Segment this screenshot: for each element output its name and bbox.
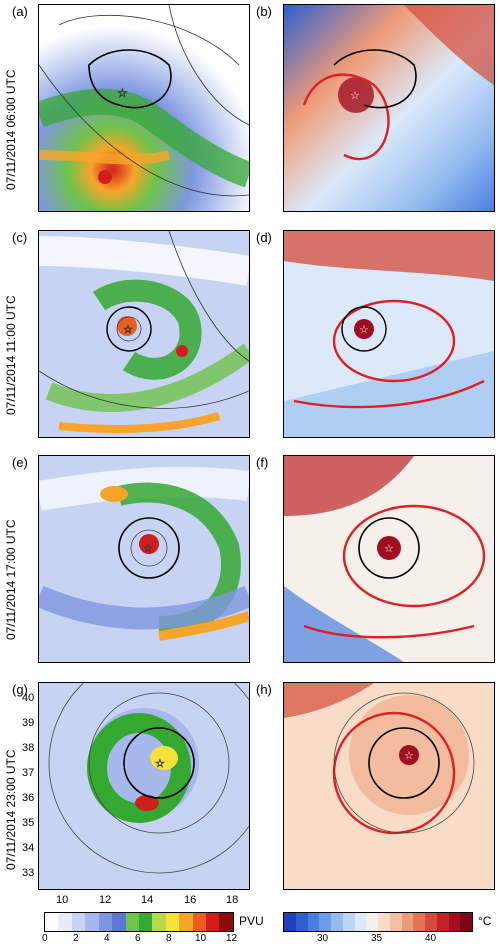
storm-center-icon: ☆ <box>117 86 128 100</box>
colorbar-pv-swatch <box>125 913 139 931</box>
colorbar-temperature-swatch <box>389 913 402 931</box>
lat-tick-35: 35 <box>22 817 35 829</box>
colorbar-pv <box>44 912 234 932</box>
panel-label-d: (d) <box>256 230 272 245</box>
panel-a-pv-map: ☆ <box>38 4 250 212</box>
panel-label-f: (f) <box>256 455 269 470</box>
panel-c-pv-map: ☆ <box>38 230 250 438</box>
panel-b-temp-map: ☆ <box>283 4 495 212</box>
colorbar-pv-swatch <box>112 913 126 931</box>
colorbar-pv-swatch <box>45 913 59 931</box>
lat-tick-39: 39 <box>22 717 35 729</box>
cb-temp-tick-40: 40 <box>425 933 437 944</box>
cb-pv-tick-8: 8 <box>166 933 172 944</box>
panel-d-temp-map: ☆ <box>283 230 495 438</box>
lon-tick-16: 16 <box>184 894 197 906</box>
row-time-label-3: 07/11/2014 17:00 UTC <box>4 519 18 640</box>
colorbar-temperature-swatch <box>425 913 437 931</box>
cb-pv-tick-0: 0 <box>42 933 48 944</box>
colorbar-pv-swatch <box>58 913 72 931</box>
colorbar-pv-swatch <box>179 913 193 931</box>
storm-center-icon: ☆ <box>404 750 414 762</box>
colorbar-pv-swatch <box>192 913 207 931</box>
storm-center-icon: ☆ <box>123 324 133 336</box>
cb-pv-tick-4: 4 <box>104 933 110 944</box>
panel-e-pv-map: ☆ <box>38 455 250 663</box>
storm-center-icon: ☆ <box>350 90 360 102</box>
lat-tick-37: 37 <box>22 767 35 779</box>
lon-tick-14: 14 <box>141 894 154 906</box>
lat-tick-36: 36 <box>22 792 35 804</box>
lon-tick-12: 12 <box>99 894 112 906</box>
panel-label-h: (h) <box>256 682 272 697</box>
panel-g-pv-map: ☆ <box>38 682 250 890</box>
colorbar-temperature-swatch <box>331 913 343 931</box>
colorbar-pv-swatch <box>165 913 180 931</box>
colorbar-temperature-swatch <box>413 913 425 931</box>
colorbar-temperature-swatch <box>378 913 390 931</box>
colorbar-temperature-swatch <box>460 913 472 931</box>
panel-f-temp-map: ☆ <box>283 455 495 663</box>
row-time-label-1: 07/11/2014 06:00 UTC <box>4 69 18 190</box>
colorbar-pv-swatch <box>206 913 220 931</box>
panel-label-b: (b) <box>256 4 272 19</box>
colorbar-temperature-swatch <box>366 913 378 931</box>
lat-tick-40: 40 <box>22 692 35 704</box>
cb-pv-tick-12: 12 <box>226 933 238 944</box>
storm-center-icon: ☆ <box>384 543 394 555</box>
colorbar-temperature-swatch <box>307 913 320 931</box>
colorbar-pv-swatch <box>85 913 99 931</box>
panel-h-temp-map: ☆ <box>283 682 495 890</box>
colorbar-pv-swatch <box>219 913 233 931</box>
colorbar-temperature-swatch <box>401 913 414 931</box>
storm-center-icon: ☆ <box>155 758 165 770</box>
colorbar-temperature <box>283 912 473 932</box>
colorbar-pv-swatch <box>71 913 86 931</box>
panel-label-a: (a) <box>12 4 28 19</box>
storm-center-icon: ☆ <box>359 324 369 336</box>
colorbar-temperature-swatch <box>354 913 367 931</box>
row-time-label-2: 07/11/2014 11:00 UTC <box>4 295 18 415</box>
cb-temp-tick-30: 30 <box>317 933 329 944</box>
cb-temp-tick-35: 35 <box>371 933 383 944</box>
lon-tick-18: 18 <box>226 894 239 906</box>
lat-tick-34: 34 <box>22 842 35 854</box>
colorbar-temperature-swatch <box>295 913 308 931</box>
colorbar-pv-unit: PVU <box>239 914 264 928</box>
cb-pv-tick-6: 6 <box>135 933 141 944</box>
lat-tick-38: 38 <box>22 742 35 754</box>
cb-pv-tick-10: 10 <box>195 933 207 944</box>
colorbar-temperature-swatch <box>448 913 461 931</box>
colorbar-pv-swatch <box>152 913 166 931</box>
colorbar-temperature-swatch <box>284 913 296 931</box>
colorbar-pv-swatch <box>138 913 153 931</box>
colorbar-temperature-swatch <box>342 913 355 931</box>
lon-tick-10: 10 <box>56 894 69 906</box>
panel-label-g: (g) <box>12 682 28 697</box>
colorbar-temperature-unit: °C <box>478 914 492 928</box>
cb-pv-tick-2: 2 <box>73 933 79 944</box>
row-time-label-4: 07/11/2014 23:00 UTC <box>4 749 18 870</box>
colorbar-pv-swatch <box>98 913 113 931</box>
lat-tick-33: 33 <box>22 867 35 879</box>
panel-label-c: (c) <box>12 230 28 245</box>
colorbar-temperature-swatch <box>436 913 449 931</box>
panel-label-e: (e) <box>12 455 28 470</box>
colorbar-temperature-swatch <box>319 913 331 931</box>
storm-center-icon: ☆ <box>143 543 153 555</box>
